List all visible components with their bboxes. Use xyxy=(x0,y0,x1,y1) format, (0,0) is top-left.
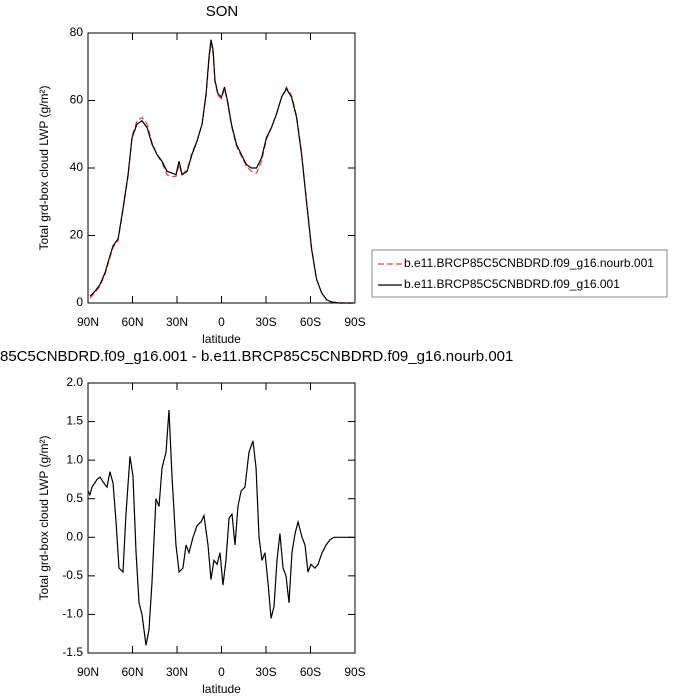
plot-frame xyxy=(87,32,356,304)
y-tick-label: 20 xyxy=(70,228,84,242)
x-tick-label: 60N xyxy=(121,315,143,329)
x-tick-label: 90S xyxy=(344,665,365,679)
y-tick-label: 2.0 xyxy=(66,375,83,389)
x-tick-label: 60S xyxy=(300,315,321,329)
plot-frame xyxy=(87,382,356,654)
legend-label: b.e11.BRCP85C5CNBDRD.f09_g16.nourb.001 xyxy=(404,256,654,270)
y-tick-label: 0.0 xyxy=(66,529,83,543)
x-tick-label: 60S xyxy=(300,665,321,679)
y-tick-label: -1.0 xyxy=(62,607,83,621)
y-tick-label: 0 xyxy=(76,295,83,309)
x-tick-label: 30S xyxy=(255,665,276,679)
x-tick-label: 30N xyxy=(166,315,188,329)
x-tick-label: 30S xyxy=(255,315,276,329)
x-tick-label: 90N xyxy=(77,665,99,679)
y-tick-label: -1.5 xyxy=(62,645,83,659)
chart-title: SON xyxy=(206,3,239,20)
y-tick-label: 0.5 xyxy=(66,491,83,505)
data-line xyxy=(87,409,354,646)
x-tick-label: 30N xyxy=(166,665,188,679)
y-tick-label: 1.5 xyxy=(66,414,83,428)
y-tick-label: 60 xyxy=(70,93,84,107)
x-tick-label: 0 xyxy=(218,315,225,329)
x-tick-label: 0 xyxy=(218,665,225,679)
legend-box xyxy=(371,249,668,298)
y-tick-label: 1.0 xyxy=(66,452,83,466)
x-tick-label: 90S xyxy=(344,315,365,329)
y-tick-label: 40 xyxy=(70,160,84,174)
data-line xyxy=(89,39,354,304)
x-tick-label: 90N xyxy=(77,315,99,329)
x-tick-label: 60N xyxy=(121,665,143,679)
x-axis-label: latitude xyxy=(202,682,241,696)
x-axis-label: latitude xyxy=(202,332,241,346)
y-axis-label: Total grd-box cloud LWP (g/m²) xyxy=(37,86,51,251)
y-axis-label: Total grd-box cloud LWP (g/m²) xyxy=(37,436,51,601)
y-tick-label: 80 xyxy=(70,25,84,39)
chart-title: 85C5CNBDRD.f09_g16.001 - b.e11.BRCP85C5C… xyxy=(0,348,513,365)
legend-label: b.e11.BRCP85C5CNBDRD.f09_g16.001 xyxy=(404,277,620,291)
y-tick-label: -0.5 xyxy=(62,568,83,582)
